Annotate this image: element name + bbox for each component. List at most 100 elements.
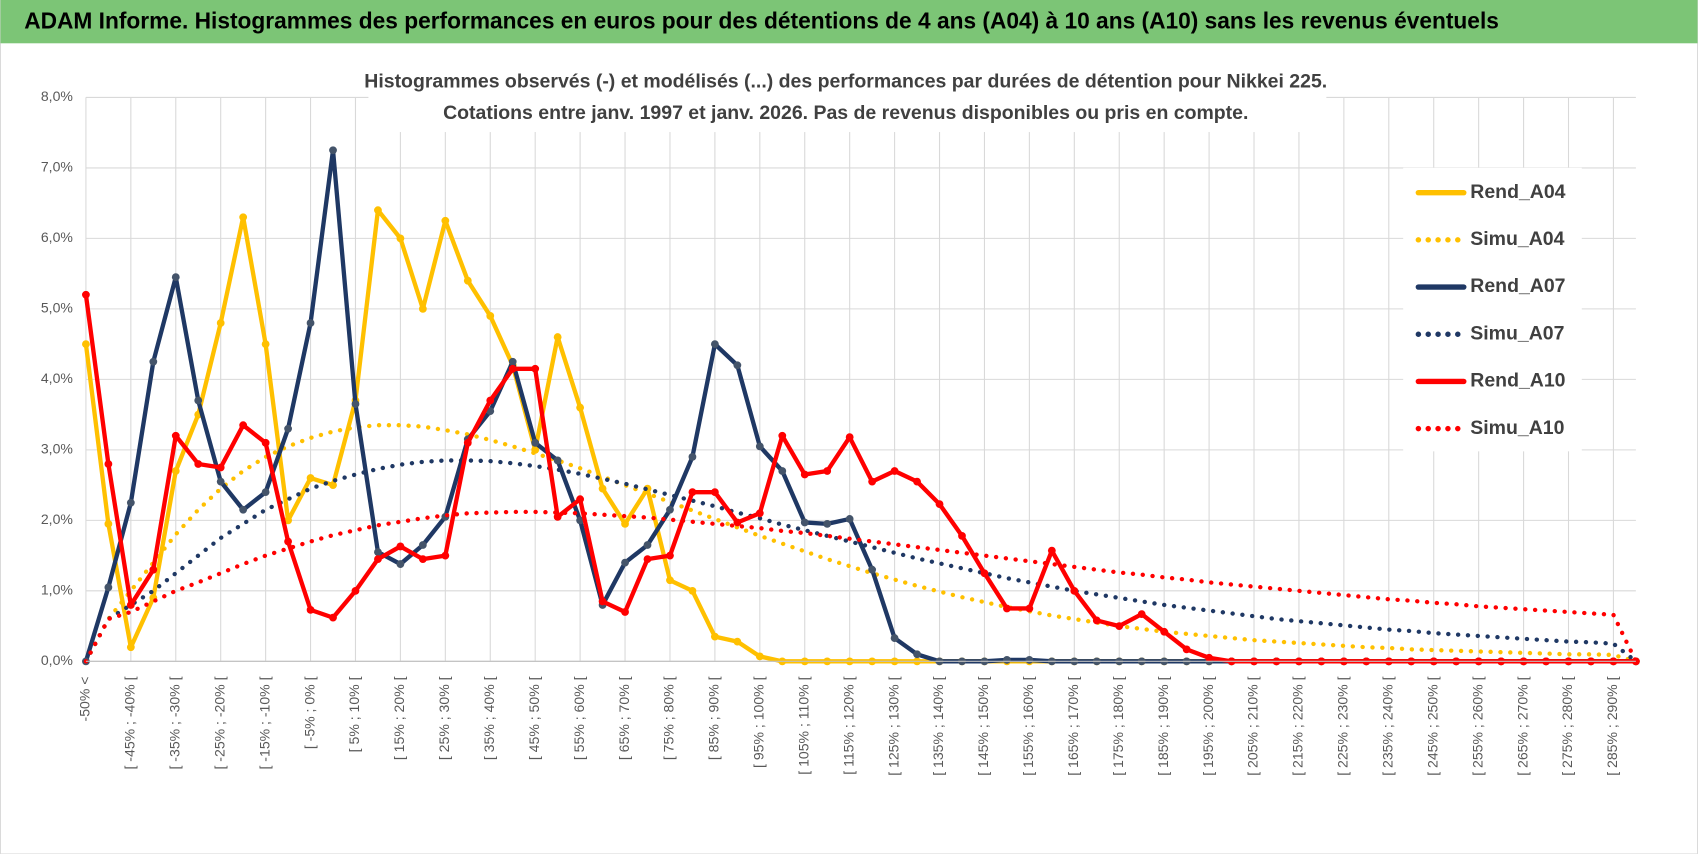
marker [1137,610,1146,619]
marker [126,643,135,652]
x-tick-label: [ 225% ; 230% [ [1335,676,1351,775]
marker [710,632,719,641]
marker [1047,546,1056,555]
marker [374,555,382,564]
x-tick-label: [ 35% ; 40% [ [481,676,497,760]
y-tick-label: 2,0% [41,511,73,527]
legend-label: Rend_A04 [1470,181,1565,203]
plot: 0,0% 1,0% 2,0% 3,0% 4,0% 5,0% 6,0% 7,0% 8,0% -50%… [41,88,1640,776]
marker [913,650,921,659]
marker [1092,616,1101,625]
marker [1115,622,1124,630]
marker [688,586,697,595]
marker [913,477,921,486]
marker [418,304,427,313]
marker [284,516,292,525]
marker [778,431,787,440]
marker [508,364,517,373]
marker [1003,656,1011,664]
marker [261,340,270,349]
marker [845,515,854,523]
marker [710,488,719,497]
title-bg [368,64,1327,133]
marker [890,467,899,475]
marker [1205,653,1213,662]
marker [845,433,854,442]
x-tick-label: [ 135% ; 140% [ [930,676,946,775]
header-title: ADAM Informe. Histogrammes des performan… [24,8,1499,34]
marker [194,460,203,468]
marker [598,484,607,493]
marker [463,438,472,447]
x-tick-label: [ 285% ; 290% [ [1604,676,1620,775]
marker [666,551,674,560]
marker [755,442,764,451]
marker [171,467,180,475]
marker [261,438,270,447]
marker [486,407,495,415]
x-tick-label: [ 205% ; 210% [ [1245,676,1261,775]
marker [239,213,248,222]
x-tick-label: [ 215% ; 220% [ [1290,676,1306,775]
marker [216,477,225,486]
x-tick-label: [ -35% ; -30% [ [166,676,182,769]
marker [104,519,113,528]
marker [284,424,292,433]
marker [778,467,787,475]
marker [621,608,629,616]
marker [666,576,674,585]
marker [171,431,180,440]
marker [82,290,90,299]
y-tick-label: 0,0% [41,652,73,668]
marker [374,548,382,556]
marker [306,319,315,327]
marker [329,481,337,490]
marker [643,555,652,564]
marker [126,498,135,507]
marker [958,531,966,540]
legend-label: Simu_A07 [1470,322,1564,344]
marker [396,234,405,243]
marker [329,613,337,622]
x-tick-label: [ -15% ; -10% [ [256,676,272,769]
marker [800,470,809,479]
marker [733,361,742,370]
marker [621,519,629,528]
marker [351,400,360,408]
series-line [83,458,1639,664]
x-tick-label: [ 175% ; 180% [ [1110,676,1126,775]
x-tick-label: [ 125% ; 130% [ [885,676,901,775]
marker [576,495,585,504]
y-tick-label: 5,0% [41,300,73,316]
x-tick-label: [ 245% ; 250% [ [1424,676,1440,775]
marker [171,273,180,282]
x-tick-label: -50% < [77,676,93,721]
marker [890,634,899,642]
x-tick-label: [ 105% ; 110% [ [795,676,811,774]
marker [755,652,764,661]
x-tick-label: [ 25% ; 30% [ [436,676,452,760]
marker [126,601,135,609]
chart-subtitle: Cotations entre janv. 1997 et janv. 2026… [443,102,1248,124]
x-tick-label: [ 65% ; 70% [ [616,676,632,760]
marker [1160,627,1169,636]
x-tick-label: [ 255% ; 260% [ [1469,676,1485,775]
x-tick-label: [ 15% ; 20% [ [391,676,407,760]
marker [374,206,382,215]
marker [104,460,113,468]
marker [823,467,832,475]
marker [463,276,472,285]
marker [553,512,562,521]
marker [1070,586,1079,595]
y-tick-label: 7,0% [41,159,73,175]
marker [688,488,697,497]
legend-bg [1403,167,1582,452]
marker [531,364,540,373]
series-line [83,509,1639,664]
marker [823,519,832,528]
y-tick-label: 3,0% [41,441,73,457]
marker [216,319,225,327]
x-tick-label: [ -45% ; -40% [ [122,676,138,769]
